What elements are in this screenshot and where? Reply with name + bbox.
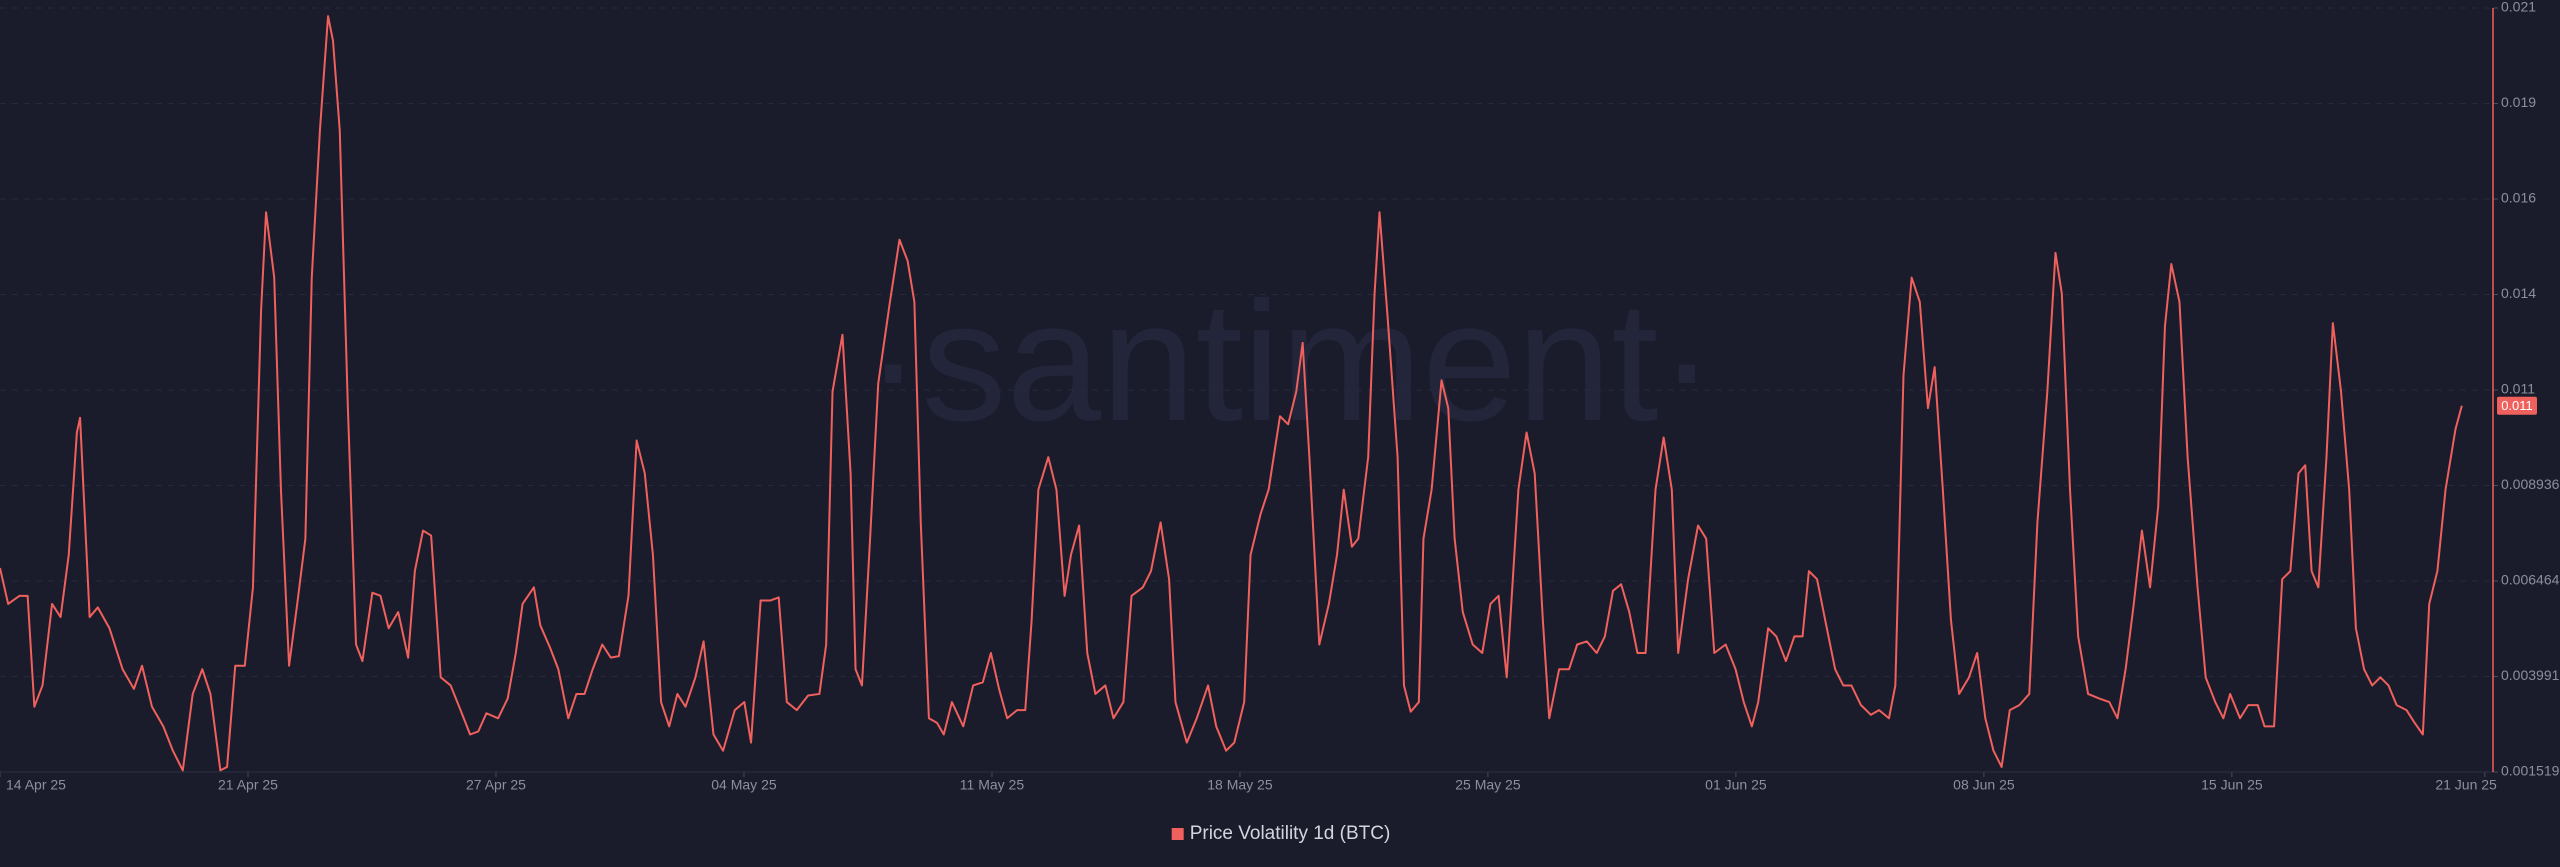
x-tick-label: 15 Jun 25 [2201,777,2263,793]
x-tick-label: 11 May 25 [960,777,1025,793]
last-value-badge [2497,396,2537,415]
x-tick-label: 01 Jun 25 [1705,777,1767,793]
y-tick-label: 0.016 [2501,190,2536,206]
x-tick-label: 14 Apr 25 [6,777,66,793]
series-line [0,15,2463,772]
y-tick-label: 0.008936 [2501,476,2560,492]
y-tick-label: 0.011 [2501,381,2535,397]
y-tick-label: 0.003991 [2501,667,2560,683]
x-tick-label: 27 Apr 25 [466,777,526,793]
x-tick-label: 21 Apr 25 [218,777,278,793]
y-tick-label: 0.014 [2501,285,2536,301]
x-tick-label: 08 Jun 25 [1953,777,2015,793]
last-value-label: 0.011 [2501,398,2533,413]
y-tick-label: 0.001519 [2501,763,2560,779]
y-tick-label: 0.019 [2501,94,2536,110]
legend-label: Price Volatility 1d (BTC) [1190,823,1391,844]
legend-swatch [1171,828,1184,840]
x-tick-label: 21 Jun 25 [2435,777,2497,793]
y-tick-label: 0.006464 [2501,572,2560,588]
x-tick-label: 25 May 25 [1455,777,1521,793]
x-tick-label: 04 May 25 [711,777,777,793]
watermark: ·santiment· [865,267,1715,457]
y-tick-label: 0.021 [2501,0,2536,15]
x-tick-label: 18 May 25 [1207,777,1273,793]
